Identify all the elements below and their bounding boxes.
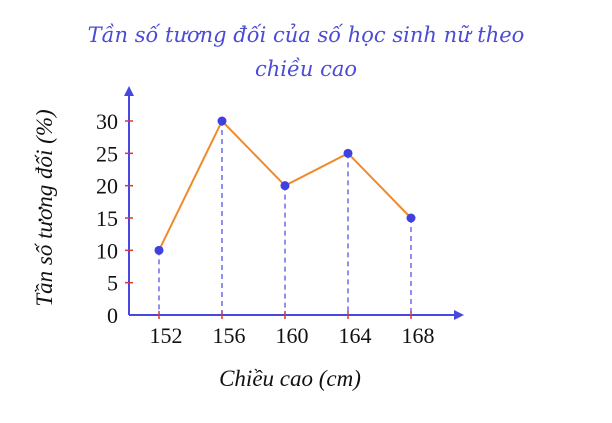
x-axis-title: Chiều cao (cm) <box>219 366 361 391</box>
y-tick-label: 20 <box>96 174 118 199</box>
data-points <box>154 116 416 255</box>
chart-title-line-2: chiều cao <box>254 57 358 81</box>
data-point <box>343 148 353 158</box>
y-tick-label: 30 <box>96 109 118 134</box>
data-point <box>406 213 416 223</box>
y-axis-arrow <box>124 86 134 96</box>
x-tick-label: 164 <box>339 323 372 348</box>
chart-title-line-1: Tần số tương đối của số học sinh nữ theo <box>87 23 525 47</box>
drop-lines <box>158 121 412 315</box>
x-ticks: 152 156 160 164 168 <box>150 311 435 348</box>
x-tick-label: 160 <box>276 323 309 348</box>
x-tick-label: 168 <box>402 323 435 348</box>
x-axis-arrow <box>454 310 464 320</box>
y-tick-label: 10 <box>96 238 118 263</box>
y-axis-title: Tần số tương đối (%) <box>32 109 57 306</box>
data-point <box>154 245 164 255</box>
axes <box>124 86 464 320</box>
x-tick-label: 156 <box>213 323 246 348</box>
data-point <box>280 181 290 191</box>
y-tick-label: 0 <box>107 303 118 328</box>
y-tick-label: 25 <box>96 141 118 166</box>
chart-title: Tần số tương đối của số học sinh nữ theo… <box>0 18 612 86</box>
data-point <box>217 116 227 126</box>
x-tick-label: 152 <box>150 323 183 348</box>
y-ticks: 0 5 10 15 20 25 30 <box>96 109 133 328</box>
y-tick-label: 15 <box>96 206 118 231</box>
y-tick-label: 5 <box>107 271 118 296</box>
